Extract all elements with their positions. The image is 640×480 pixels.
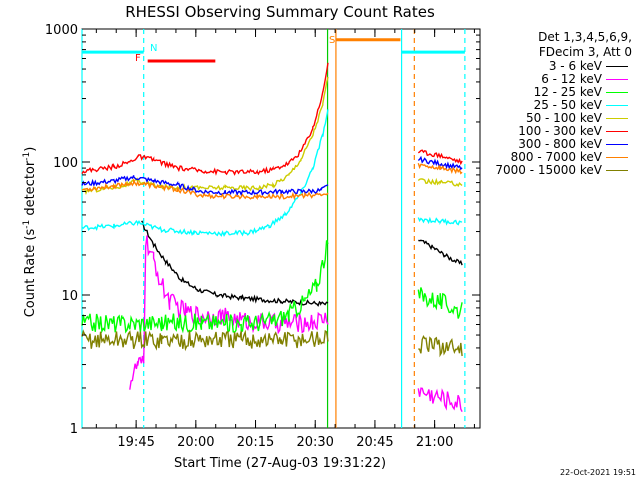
legend-item: 12 - 25 keV xyxy=(480,86,632,99)
legend-label: 7000 - 15000 keV xyxy=(495,163,602,177)
legend-item: 100 - 300 keV xyxy=(480,125,632,138)
legend-header-1: Det 1,3,4,5,6,9, xyxy=(538,30,632,44)
legend-swatch xyxy=(606,131,628,132)
legend-swatch xyxy=(606,157,628,158)
series-line-3 xyxy=(81,240,463,334)
legend-swatch xyxy=(606,79,628,80)
legend-label: 50 - 100 keV xyxy=(525,111,602,125)
legend-swatch xyxy=(606,105,628,106)
annotation-s: S xyxy=(329,35,335,46)
series-line-8 xyxy=(81,162,463,201)
y-tick-label: 10 xyxy=(61,289,78,304)
axis-layer: 1 10 100 1000 19:45 20:00 20:15 20:30 20:45 21:00 xyxy=(45,23,480,450)
series-line-9 xyxy=(81,329,463,358)
legend-header-2: FDecim 3, Att 0 xyxy=(538,45,632,59)
legend-label: 3 - 6 keV xyxy=(548,59,602,73)
legend-swatch xyxy=(606,118,628,119)
x-tick-label: 21:00 xyxy=(416,435,453,450)
legend-swatch xyxy=(606,66,628,67)
legend-label: 6 - 12 keV xyxy=(541,72,602,86)
annotation-n: N xyxy=(150,43,157,54)
legend-label: 300 - 800 keV xyxy=(518,137,602,151)
legend-label: 25 - 50 keV xyxy=(533,98,602,112)
x-tick-label: 20:15 xyxy=(237,435,274,450)
y-tick-label: 1000 xyxy=(45,23,78,38)
y-tick-label: 100 xyxy=(53,156,78,171)
legend-item: 800 - 7000 keV xyxy=(480,151,632,164)
x-tick-label: 20:30 xyxy=(296,435,333,450)
flag-layer xyxy=(81,29,466,428)
legend-item: 50 - 100 keV xyxy=(480,112,632,125)
legend-swatch xyxy=(606,144,628,145)
y-axis-label: Count Rate (s-1 detector-1) xyxy=(22,147,38,318)
legend-swatch xyxy=(606,92,628,93)
annotation-f: F xyxy=(135,53,141,64)
legend-item: 3 - 6 keV xyxy=(480,60,632,73)
timestamp: 22-Oct-2021 19:51 xyxy=(560,468,636,477)
series-layer xyxy=(81,62,463,413)
x-tick-label: 19:45 xyxy=(117,435,154,450)
y-tick-label: 1 xyxy=(70,422,78,437)
legend: Det 1,3,4,5,6,9, FDecim 3, Att 0 3 - 6 k… xyxy=(480,30,632,177)
legend-item: 300 - 800 keV xyxy=(480,138,632,151)
series-line-4 xyxy=(81,109,463,238)
legend-swatch xyxy=(606,170,628,171)
series-line-1 xyxy=(141,220,463,307)
legend-item: 7000 - 15000 keV xyxy=(480,164,632,177)
legend-label: 800 - 7000 keV xyxy=(510,150,602,164)
x-axis-label: Start Time (27-Aug-03 19:31:22) xyxy=(174,456,386,471)
series-line-7 xyxy=(81,155,463,197)
series-line-5 xyxy=(81,76,463,196)
series-line-6 xyxy=(81,62,463,176)
chart-title: RHESSI Observing Summary Count Rates xyxy=(125,3,435,21)
legend-label: 100 - 300 keV xyxy=(518,124,602,138)
x-tick-label: 20:45 xyxy=(356,435,393,450)
x-tick-label: 20:00 xyxy=(177,435,214,450)
legend-item: 6 - 12 keV xyxy=(480,73,632,86)
plot-frame xyxy=(81,28,481,429)
legend-label: 12 - 25 keV xyxy=(533,85,602,99)
legend-item: 25 - 50 keV xyxy=(480,99,632,112)
